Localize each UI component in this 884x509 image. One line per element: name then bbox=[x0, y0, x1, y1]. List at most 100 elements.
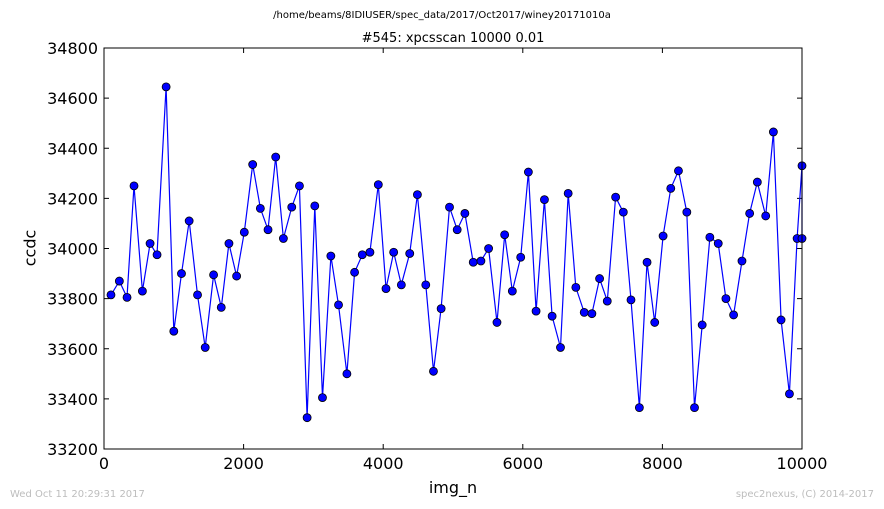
y-tick-label: 34600 bbox=[47, 89, 98, 108]
data-point bbox=[507, 286, 517, 296]
data-point bbox=[350, 267, 359, 277]
data-point bbox=[193, 290, 202, 300]
data-point bbox=[626, 295, 636, 305]
series-line-group bbox=[106, 82, 807, 423]
data-point bbox=[381, 284, 391, 294]
data-point bbox=[310, 201, 320, 211]
data-point bbox=[248, 160, 258, 169]
data-point bbox=[365, 247, 375, 257]
data-point bbox=[540, 195, 549, 205]
data-point bbox=[737, 256, 747, 266]
x-axis-label: img_n bbox=[428, 478, 478, 497]
data-point bbox=[232, 271, 242, 281]
data-point bbox=[452, 225, 462, 235]
data-point bbox=[209, 270, 218, 280]
data-point bbox=[396, 280, 406, 290]
data-point bbox=[587, 309, 597, 319]
data-point bbox=[413, 190, 422, 200]
y-tick-label: 34000 bbox=[47, 240, 98, 259]
data-point bbox=[500, 230, 510, 240]
data-point bbox=[642, 257, 652, 267]
data-point bbox=[602, 296, 612, 306]
data-point bbox=[595, 274, 604, 283]
data-point bbox=[405, 249, 415, 258]
data-point bbox=[255, 203, 265, 213]
data-point bbox=[263, 225, 273, 235]
data-point bbox=[729, 310, 738, 320]
data-point bbox=[287, 202, 297, 212]
data-point bbox=[106, 290, 116, 300]
data-point bbox=[650, 318, 660, 327]
plot-frame bbox=[103, 47, 803, 450]
data-point bbox=[618, 207, 628, 217]
data-point bbox=[271, 152, 281, 162]
data-point bbox=[216, 302, 226, 312]
data-point bbox=[389, 247, 399, 257]
data-point bbox=[295, 181, 304, 191]
x-tick-label: 6000 bbox=[502, 454, 543, 473]
data-point bbox=[122, 292, 132, 302]
data-point bbox=[357, 250, 367, 260]
y-tick-label: 33800 bbox=[47, 290, 98, 309]
data-point bbox=[571, 282, 581, 292]
data-point bbox=[492, 318, 502, 327]
data-point bbox=[200, 343, 210, 352]
tick-labels: 0 2000 4000 6000 8000 10000 33200 33400 33600 338… bbox=[47, 39, 827, 473]
data-point bbox=[177, 269, 186, 278]
y-tick-label: 33600 bbox=[47, 340, 98, 359]
data-point bbox=[768, 127, 778, 137]
data-point bbox=[476, 256, 486, 266]
data-point bbox=[547, 311, 557, 321]
data-point bbox=[152, 250, 162, 260]
x-tick-label: 8000 bbox=[642, 454, 683, 473]
data-point bbox=[690, 403, 699, 413]
data-point bbox=[373, 180, 383, 189]
data-point bbox=[137, 286, 147, 296]
data-point bbox=[682, 207, 692, 217]
data-point bbox=[776, 315, 786, 325]
chart-title: #545: xpcsscan 10000 0.01 bbox=[361, 31, 545, 46]
y-tick-label: 33400 bbox=[47, 390, 98, 409]
data-point bbox=[445, 202, 454, 212]
y-tick-label: 34800 bbox=[47, 39, 98, 58]
footer-timestamp: Wed Oct 11 20:29:31 2017 bbox=[10, 489, 145, 500]
data-point bbox=[556, 343, 565, 352]
data-point bbox=[658, 231, 668, 241]
plot-area bbox=[104, 48, 802, 449]
data-point bbox=[666, 183, 676, 193]
data-point bbox=[761, 211, 771, 221]
data-point bbox=[468, 257, 478, 267]
data-point bbox=[161, 82, 171, 92]
data-point bbox=[531, 306, 541, 316]
data-point bbox=[634, 403, 644, 413]
data-point bbox=[713, 239, 723, 248]
data-point bbox=[421, 280, 431, 290]
data-point bbox=[611, 192, 621, 202]
data-point bbox=[239, 227, 249, 237]
figure-suptitle: /home/beams/8IDIUSER/spec_data/2017/Oct2… bbox=[273, 10, 611, 21]
data-point bbox=[523, 167, 533, 177]
data-point bbox=[334, 300, 343, 310]
data-point bbox=[436, 304, 446, 314]
y-tick-label: 33200 bbox=[47, 440, 98, 459]
y-tick-label: 34400 bbox=[47, 139, 98, 158]
data-point bbox=[114, 276, 124, 286]
data-point bbox=[563, 188, 573, 198]
data-point bbox=[745, 209, 755, 218]
footer-credit: spec2nexus, (C) 2014-2017 bbox=[735, 489, 874, 500]
data-point bbox=[579, 308, 589, 317]
data-point bbox=[169, 326, 179, 336]
data-point bbox=[326, 251, 336, 261]
data-point bbox=[721, 294, 731, 304]
data-point bbox=[318, 393, 327, 403]
x-tick-label: 4000 bbox=[363, 454, 404, 473]
x-tick-label: 0 bbox=[99, 454, 109, 473]
data-point bbox=[129, 181, 139, 191]
data-point bbox=[516, 252, 526, 262]
data-point bbox=[145, 239, 155, 248]
data-point bbox=[302, 413, 312, 423]
y-tick-label: 34200 bbox=[47, 189, 98, 208]
data-point bbox=[460, 209, 470, 218]
data-point bbox=[342, 369, 352, 379]
